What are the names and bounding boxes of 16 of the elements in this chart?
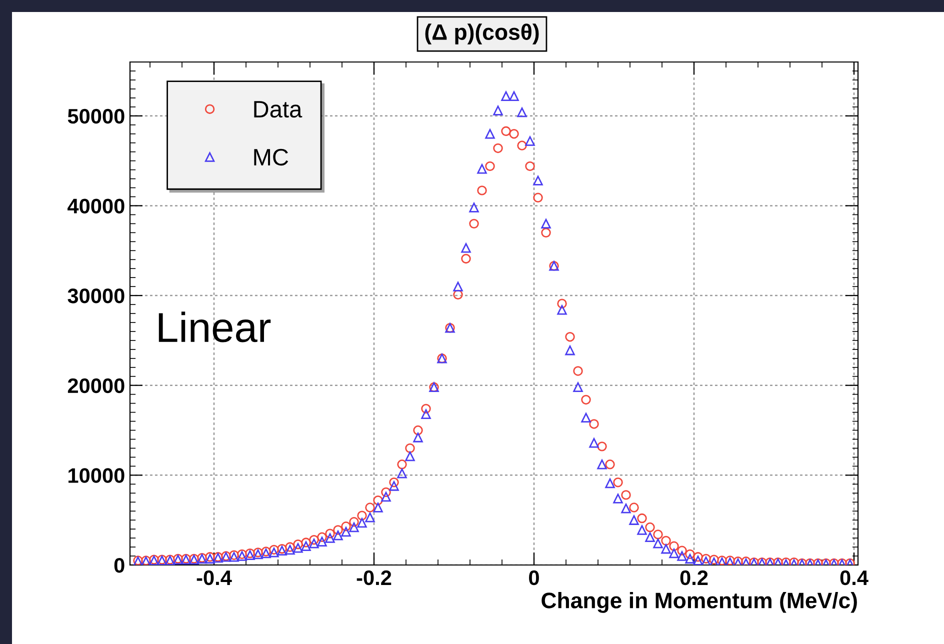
y-tick-label: 40000 <box>68 198 124 214</box>
y-tick-label: 50000 <box>68 108 124 124</box>
legend-label: MC <box>254 148 288 166</box>
annotation: Linear <box>158 312 271 342</box>
y-tick-label: 0 <box>114 558 124 573</box>
y-tick-label: 20000 <box>68 378 124 394</box>
legend-label: Data <box>254 101 302 118</box>
x-tick-label: -0.4 <box>196 570 232 586</box>
x-axis-title: Change in Momentum (MeV/c) <box>542 592 857 613</box>
x-tick-label: 0.2 <box>680 570 708 586</box>
chart-title: (Δ p)(cosθ) <box>425 24 539 44</box>
x-tick-label: -0.2 <box>356 570 392 586</box>
x-tick-label: 0.4 <box>840 570 868 586</box>
x-tick-label: 0 <box>529 570 539 586</box>
y-tick-label: 30000 <box>68 288 124 304</box>
y-tick-label: 10000 <box>68 468 124 483</box>
